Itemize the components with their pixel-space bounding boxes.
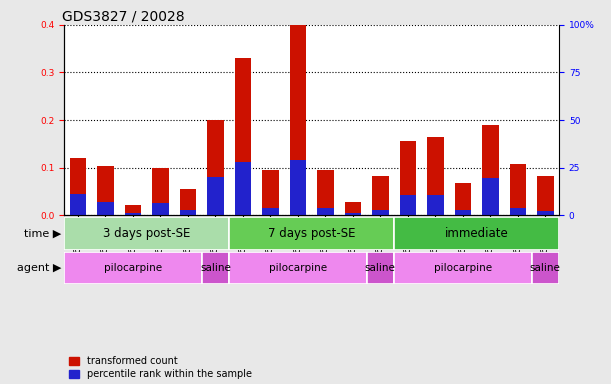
Bar <box>70 194 86 215</box>
Bar <box>317 170 334 215</box>
Bar <box>229 252 367 284</box>
Bar <box>372 176 389 215</box>
Bar <box>97 202 114 215</box>
Bar <box>125 205 141 215</box>
Text: time ▶: time ▶ <box>24 228 61 238</box>
Bar <box>202 252 229 284</box>
Text: saline: saline <box>365 263 396 273</box>
Text: 7 days post-SE: 7 days post-SE <box>268 227 356 240</box>
Bar <box>427 137 444 215</box>
Bar <box>235 162 251 215</box>
Text: agent ▶: agent ▶ <box>16 263 61 273</box>
Bar <box>455 210 471 215</box>
Text: pilocarpine: pilocarpine <box>269 263 327 273</box>
Bar <box>345 202 361 215</box>
Bar <box>510 208 526 215</box>
Bar <box>229 217 394 250</box>
Bar <box>152 203 169 215</box>
Bar <box>70 158 86 215</box>
Bar <box>532 252 559 284</box>
Bar <box>290 161 306 215</box>
Text: saline: saline <box>200 263 231 273</box>
Bar <box>235 58 251 215</box>
Bar <box>427 195 444 215</box>
Text: pilocarpine: pilocarpine <box>104 263 162 273</box>
Bar <box>152 167 169 215</box>
Bar <box>537 211 554 215</box>
Bar <box>455 183 471 215</box>
Bar <box>97 166 114 215</box>
Text: immediate: immediate <box>445 227 508 240</box>
Text: 3 days post-SE: 3 days post-SE <box>103 227 191 240</box>
Bar <box>345 213 361 215</box>
Bar <box>317 208 334 215</box>
Bar <box>207 120 224 215</box>
Text: saline: saline <box>530 263 561 273</box>
Bar <box>400 141 416 215</box>
Bar <box>262 208 279 215</box>
Text: pilocarpine: pilocarpine <box>434 263 492 273</box>
Bar <box>64 217 229 250</box>
Bar <box>180 189 196 215</box>
Bar <box>510 164 526 215</box>
Bar <box>180 210 196 215</box>
Legend: transformed count, percentile rank within the sample: transformed count, percentile rank withi… <box>69 356 252 379</box>
Bar <box>400 195 416 215</box>
Bar <box>290 25 306 215</box>
Bar <box>64 252 202 284</box>
Bar <box>537 176 554 215</box>
Bar <box>262 170 279 215</box>
Bar <box>367 252 394 284</box>
Bar <box>372 210 389 215</box>
Bar <box>207 177 224 215</box>
Bar <box>482 125 499 215</box>
Bar <box>125 213 141 215</box>
Bar <box>394 217 559 250</box>
Bar <box>394 252 532 284</box>
Bar <box>482 178 499 215</box>
Text: GDS3827 / 20028: GDS3827 / 20028 <box>62 10 185 24</box>
